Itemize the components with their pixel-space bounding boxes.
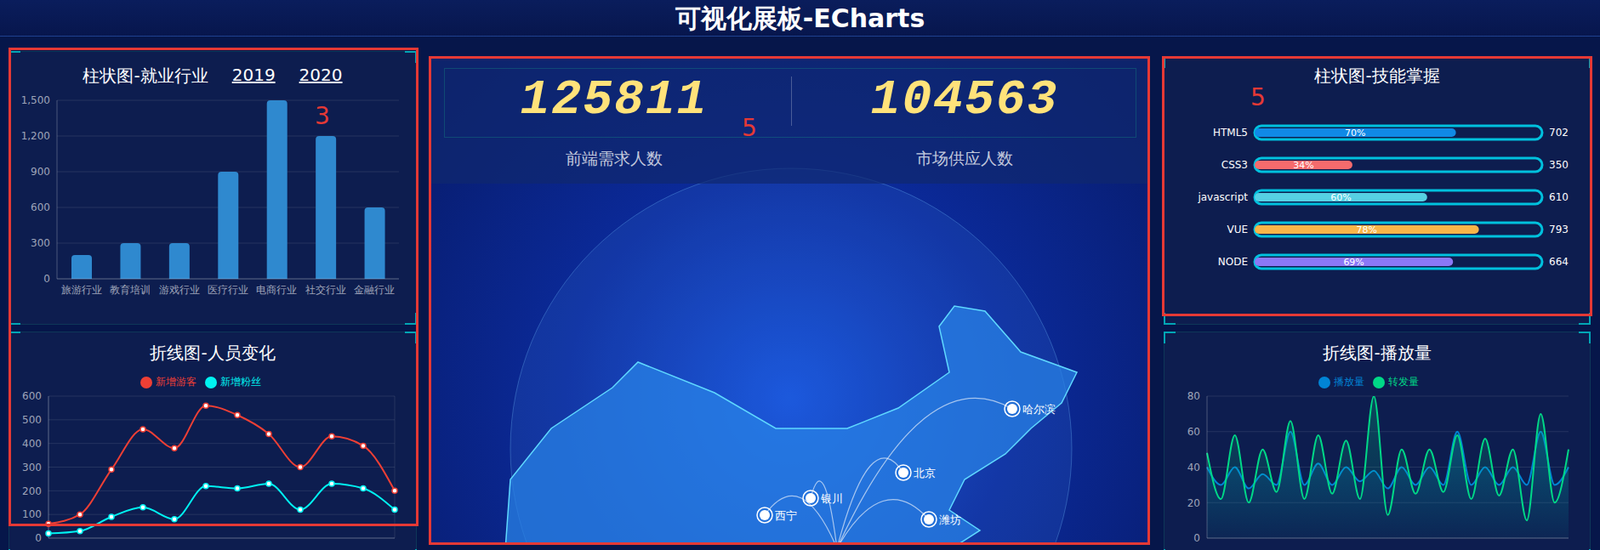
svg-text:潍坊: 潍坊 <box>939 513 962 527</box>
html-text:转发量: 转发量 <box>1387 375 1419 388</box>
svg-text:80: 80 <box>1187 390 1201 403</box>
svg-text:0: 0 <box>43 273 51 285</box>
svg-text:69%: 69% <box>1343 256 1364 268</box>
html-text:市场供应人数: 市场供应人数 <box>916 148 1014 168</box>
svg-text:60%: 60% <box>1330 192 1351 204</box>
svg-text:600: 600 <box>30 201 51 214</box>
svg-text:600: 600 <box>22 390 42 403</box>
svg-text:北京: 北京 <box>913 466 936 480</box>
html-text:柱状图-就业行业: 柱状图-就业行业 <box>82 65 209 86</box>
html-text:新增游客: 新增游客 <box>155 375 197 388</box>
html-text:3: 3 <box>314 102 330 131</box>
svg-text:20: 20 <box>1187 497 1201 510</box>
html-text:2020: 2020 <box>299 64 343 86</box>
html-text:折线图-播放量: 折线图-播放量 <box>1323 342 1432 364</box>
svg-text:银川: 银川 <box>819 492 843 506</box>
svg-text:350: 350 <box>1548 159 1569 171</box>
svg-text:200: 200 <box>22 485 42 498</box>
svg-text:西宁: 西宁 <box>774 509 798 523</box>
svg-text:电商行业: 电商行业 <box>256 284 297 297</box>
svg-text:1,500: 1,500 <box>21 94 51 107</box>
html-text:5: 5 <box>1250 83 1266 112</box>
svg-text:900: 900 <box>30 165 51 178</box>
html-text:可视化展板-ECharts: 可视化展板-ECharts <box>675 3 925 34</box>
svg-text:40: 40 <box>1187 461 1201 474</box>
svg-text:300: 300 <box>22 461 42 474</box>
html-text:播放量: 播放量 <box>1333 375 1364 388</box>
svg-text:教育培训: 教育培训 <box>109 284 151 297</box>
svg-text:793: 793 <box>1548 223 1569 236</box>
svg-text:游戏行业: 游戏行业 <box>159 284 200 297</box>
svg-text:400: 400 <box>22 438 42 450</box>
html-text:5: 5 <box>741 113 757 143</box>
svg-text:NODE: NODE <box>1218 256 1248 268</box>
svg-text:旅游行业: 旅游行业 <box>61 284 103 297</box>
svg-text:78%: 78% <box>1356 224 1378 236</box>
svg-text:哈尔滨: 哈尔滨 <box>1022 403 1056 416</box>
svg-text:金融行业: 金融行业 <box>353 284 395 297</box>
html-text:2019: 2019 <box>231 64 276 86</box>
svg-text:610: 610 <box>1548 191 1569 204</box>
svg-text:社交行业: 社交行业 <box>305 284 347 297</box>
html-text:柱状图-技能掌握: 柱状图-技能掌握 <box>1314 65 1440 86</box>
html-text:折线图-人员变化: 折线图-人员变化 <box>150 342 276 364</box>
svg-text:0: 0 <box>34 532 42 545</box>
svg-text:HTML5: HTML5 <box>1212 126 1248 139</box>
svg-text:1,200: 1,200 <box>21 130 51 143</box>
svg-text:医疗行业: 医疗行业 <box>207 284 249 297</box>
svg-text:100: 100 <box>22 508 42 521</box>
svg-text:34%: 34% <box>1292 159 1314 171</box>
svg-text:60: 60 <box>1187 426 1201 439</box>
svg-text:0: 0 <box>1193 532 1201 545</box>
svg-text:500: 500 <box>22 414 42 427</box>
html-text:125811: 125811 <box>520 72 709 128</box>
html-text:新增粉丝: 新增粉丝 <box>219 375 261 388</box>
svg-text:javascript: javascript <box>1196 191 1248 204</box>
svg-text:664: 664 <box>1548 256 1569 268</box>
svg-text:70%: 70% <box>1344 127 1366 139</box>
svg-text:CSS3: CSS3 <box>1221 159 1248 171</box>
html-text:104563: 104563 <box>870 72 1059 128</box>
svg-text:VUE: VUE <box>1226 223 1248 236</box>
svg-text:702: 702 <box>1548 126 1569 139</box>
html-text:前端需求人数: 前端需求人数 <box>565 148 663 168</box>
svg-text:300: 300 <box>30 237 51 250</box>
